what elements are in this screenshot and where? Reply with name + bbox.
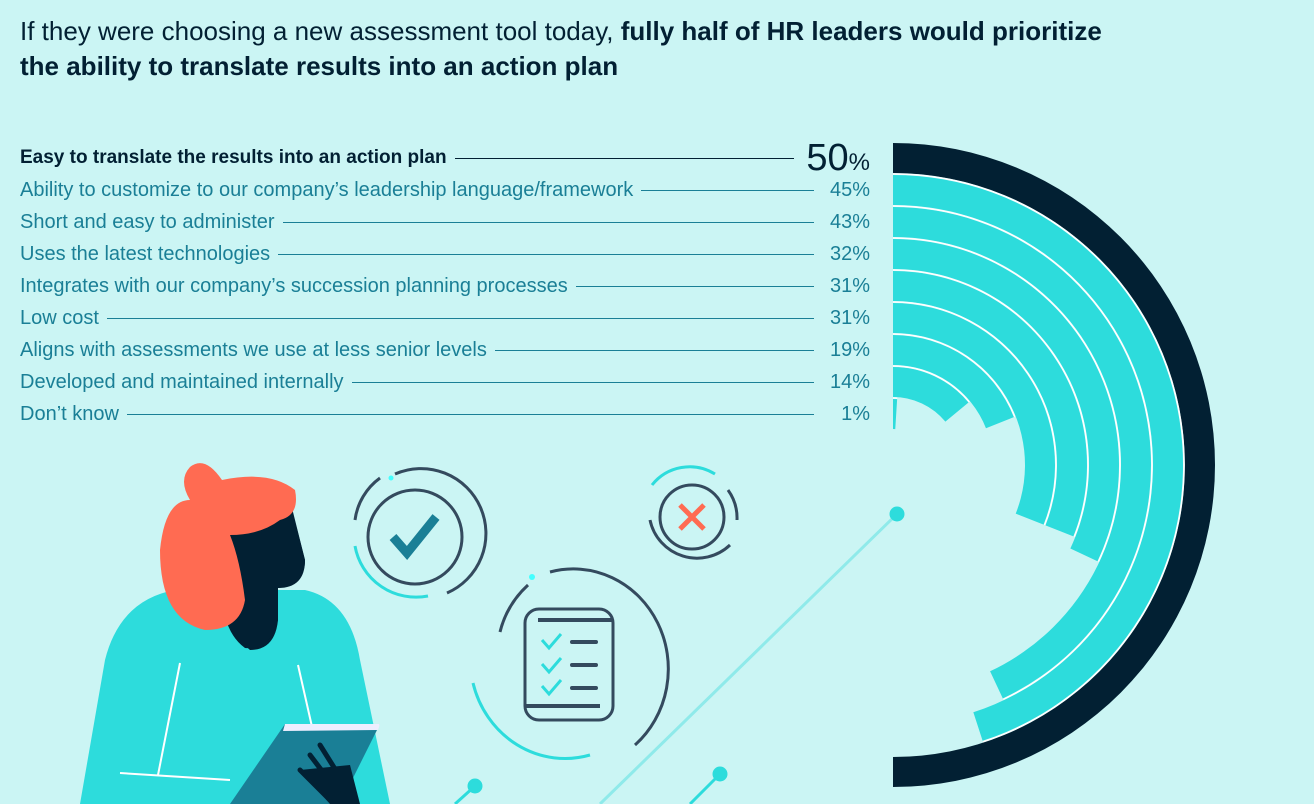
page-title: If they were choosing a new assessment t… (20, 14, 1120, 84)
category-label: Aligns with assessments we use at less s… (20, 338, 487, 361)
chart-row: Aligns with assessments we use at less s… (20, 334, 870, 366)
category-label: Ability to customize to our company’s le… (20, 178, 634, 201)
radial-bar (893, 399, 898, 430)
category-label: Low cost (20, 306, 99, 329)
leader-line (106, 317, 814, 319)
leader-line (351, 381, 814, 383)
bar-separator (892, 269, 1089, 538)
leader-line (454, 157, 795, 159)
chart-row: Short and easy to administer 43% (20, 206, 870, 238)
chart-row: Integrates with our company’s succession… (20, 270, 870, 302)
chart-row: Ability to customize to our company’s le… (20, 174, 870, 206)
bar-separator (892, 365, 970, 403)
radial-bar (893, 239, 1120, 562)
value-label: 43% (829, 210, 870, 233)
chart-legend: Easy to translate the results into an ac… (20, 137, 870, 430)
value-label: 50% (806, 137, 870, 180)
chart-row: Don’t know 1% (20, 398, 870, 430)
radial-bar (893, 270, 1088, 537)
chart-row: Uses the latest technologies 32% (20, 238, 870, 270)
chart-lines-decoration (453, 506, 905, 804)
radial-bar (893, 207, 1152, 699)
category-label: Easy to translate the results into an ac… (20, 147, 447, 168)
category-label: Integrates with our company’s succession… (20, 274, 568, 297)
leader-line (494, 349, 814, 351)
woman-figure (80, 463, 390, 804)
leader-line (575, 285, 814, 287)
radial-bar (893, 303, 1055, 525)
leader-line (282, 221, 814, 223)
value-number: 50 (806, 136, 849, 179)
radial-bar (893, 367, 969, 422)
leader-line (126, 413, 814, 415)
bar-separator (892, 333, 1016, 418)
value-label: 45% (829, 178, 870, 201)
category-label: Short and easy to administer (20, 210, 275, 233)
category-label: Developed and maintained internally (20, 370, 344, 393)
check-circle-icon (353, 467, 488, 599)
radial-bar (893, 175, 1184, 741)
value-label: 14% (829, 370, 870, 393)
value-label: 19% (829, 338, 870, 361)
category-label: Uses the latest technologies (20, 242, 271, 265)
leader-line (278, 253, 814, 255)
chart-row: Easy to translate the results into an ac… (20, 137, 870, 179)
chart-row: Low cost 31% (20, 302, 870, 334)
bar-separator (892, 301, 1057, 526)
leader-line (641, 189, 814, 191)
radial-bar (893, 335, 1014, 429)
bar-separator (892, 237, 1121, 562)
bar-separator (892, 205, 1153, 701)
title-regular: If they were choosing a new assessment t… (20, 16, 614, 46)
percent-sign: % (848, 148, 870, 176)
category-label: Don’t know (20, 402, 119, 425)
value-label: 31% (829, 306, 870, 329)
title-bold: fully half of HR leaders would prioritiz… (20, 16, 1102, 81)
chart-row: Developed and maintained internally 14% (20, 366, 870, 398)
value-label: 1% (841, 402, 870, 425)
x-circle-icon (648, 465, 739, 560)
value-label: 31% (829, 274, 870, 297)
clipboard-icon (471, 567, 670, 760)
value-label: 32% (829, 242, 870, 265)
bar-separator (892, 173, 1185, 743)
